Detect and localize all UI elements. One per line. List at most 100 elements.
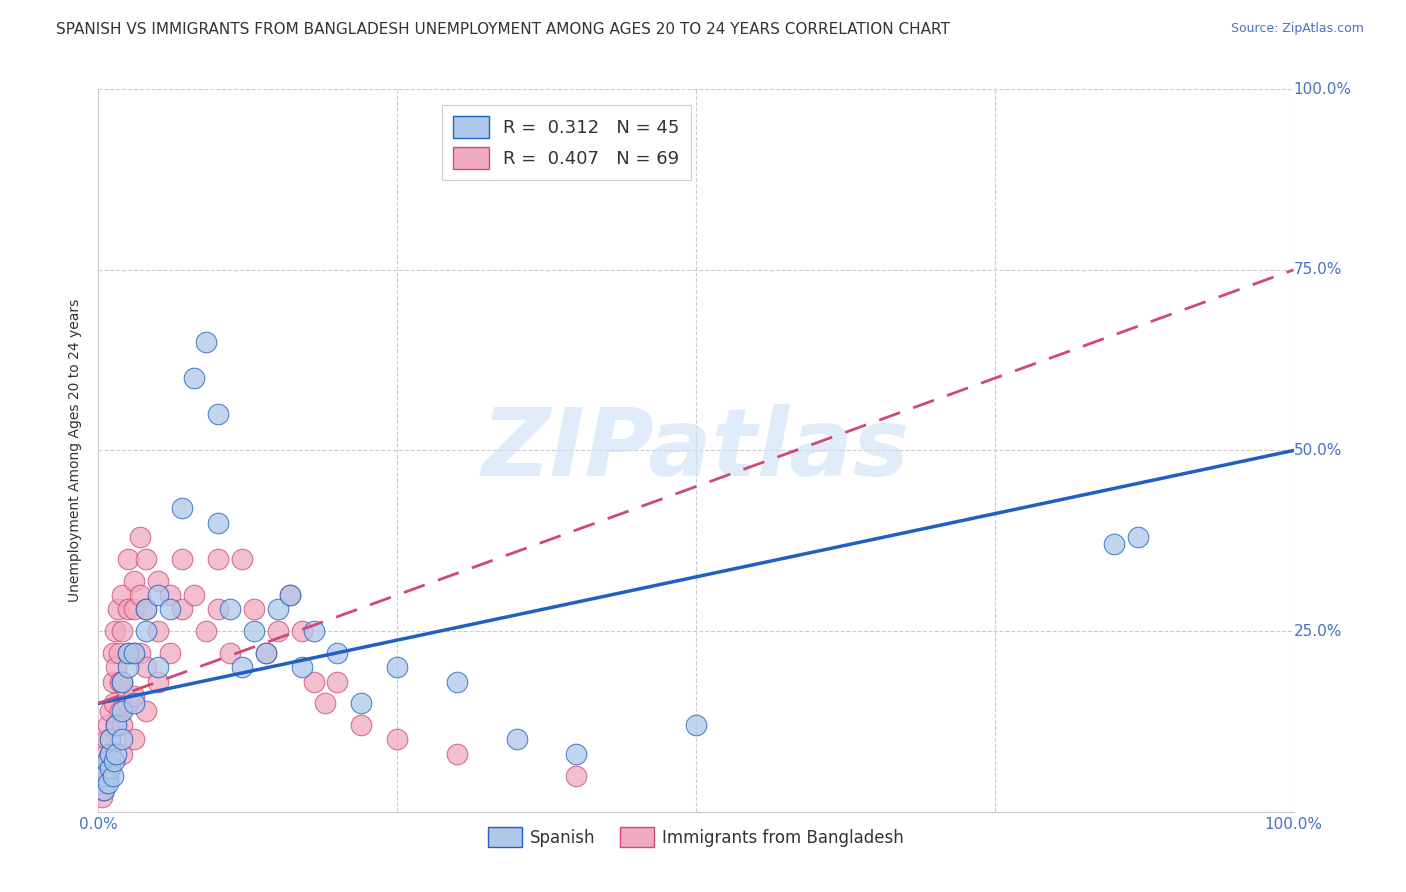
Point [124, 574, 146, 588]
Point [243, 602, 266, 616]
Point [93, 761, 115, 775]
Point [124, 732, 146, 747]
Text: ZIPatlas: ZIPatlas [482, 404, 910, 497]
Point [91, 783, 114, 797]
Point [231, 660, 253, 674]
Point [291, 624, 314, 639]
Point [96, 754, 118, 768]
Text: SPANISH VS IMMIGRANTS FROM BANGLADESH UNEMPLOYMENT AMONG AGES 20 TO 24 YEARS COR: SPANISH VS IMMIGRANTS FROM BANGLADESH UN… [56, 22, 950, 37]
Point [117, 602, 139, 616]
Point [207, 407, 229, 421]
Point [111, 704, 134, 718]
Point [111, 674, 134, 689]
Point [159, 646, 181, 660]
Point [117, 646, 139, 660]
Point [98, 761, 122, 775]
Point [124, 696, 146, 710]
Point [207, 602, 229, 616]
Point [565, 747, 588, 761]
Point [129, 588, 152, 602]
Point [98, 754, 121, 768]
Point [111, 747, 134, 761]
Point [98, 761, 122, 775]
Text: 50.0%: 50.0% [1294, 443, 1341, 458]
Point [111, 732, 134, 747]
Point [93, 783, 115, 797]
Point [385, 660, 409, 674]
Point [267, 624, 290, 639]
Point [96, 732, 118, 747]
Point [105, 660, 128, 674]
Point [98, 747, 122, 761]
Point [101, 674, 124, 689]
Point [101, 646, 124, 660]
Point [135, 602, 157, 616]
Point [111, 588, 134, 602]
Point [254, 646, 277, 660]
Point [103, 754, 125, 768]
Point [108, 674, 131, 689]
Point [111, 624, 134, 639]
Point [117, 660, 139, 674]
Point [107, 602, 129, 616]
Text: 25.0%: 25.0% [1294, 624, 1341, 639]
Point [172, 602, 194, 616]
Point [267, 602, 290, 616]
Point [97, 776, 120, 790]
Point [124, 689, 146, 703]
Point [117, 646, 139, 660]
Point [159, 602, 181, 616]
Point [135, 551, 157, 566]
Point [278, 588, 301, 602]
Point [195, 624, 218, 639]
Point [135, 704, 157, 718]
Point [135, 660, 157, 674]
Point [446, 747, 468, 761]
Point [97, 718, 120, 732]
Point [1104, 537, 1126, 551]
Point [105, 718, 128, 732]
Point [117, 551, 139, 566]
Point [105, 747, 128, 761]
Legend: Spanish, Immigrants from Bangladesh: Spanish, Immigrants from Bangladesh [481, 821, 911, 854]
Point [195, 334, 218, 349]
Point [326, 646, 349, 660]
Point [111, 718, 134, 732]
Point [103, 696, 125, 710]
Point [93, 769, 115, 783]
Point [148, 574, 170, 588]
Point [97, 769, 120, 783]
Point [148, 624, 170, 639]
Point [159, 588, 181, 602]
Point [129, 646, 152, 660]
Point [91, 790, 114, 805]
Point [315, 696, 337, 710]
Text: 75.0%: 75.0% [1294, 262, 1341, 277]
Text: 100.0%: 100.0% [1294, 82, 1351, 96]
Point [565, 769, 588, 783]
Point [101, 769, 124, 783]
Point [98, 732, 122, 747]
Point [207, 551, 229, 566]
Point [135, 624, 157, 639]
Point [1128, 530, 1150, 544]
Point [278, 588, 301, 602]
Point [243, 624, 266, 639]
Point [350, 718, 373, 732]
Point [94, 747, 117, 761]
Point [326, 674, 349, 689]
Point [117, 696, 139, 710]
Point [219, 602, 242, 616]
Point [107, 646, 129, 660]
Point [98, 747, 122, 761]
Point [685, 718, 707, 732]
Point [148, 674, 170, 689]
Point [98, 732, 122, 747]
Point [254, 646, 277, 660]
Point [506, 732, 529, 747]
Point [291, 660, 314, 674]
Point [183, 371, 205, 385]
Point [207, 516, 229, 530]
Point [231, 551, 253, 566]
Point [446, 674, 468, 689]
